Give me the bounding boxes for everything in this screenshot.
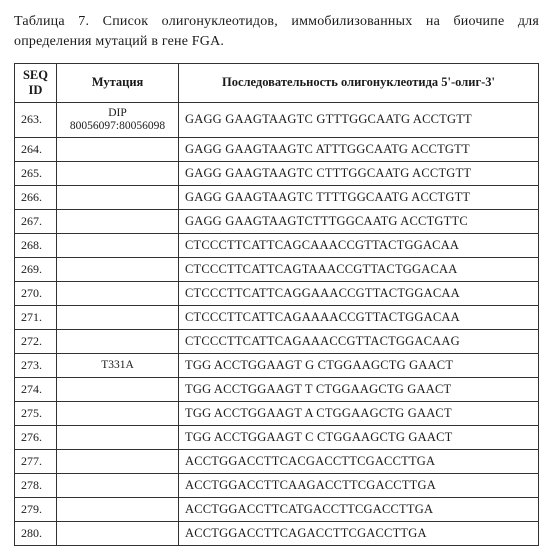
table-row: 280. ACCTGGACCTTCAGACCTTCGACCTTGA [15, 522, 539, 546]
cell-seq-id: 271. [15, 306, 57, 330]
table-caption: Таблица 7. Список олигонуклеотидов, иммо… [14, 12, 539, 53]
table-row: 267. GAGG GAAGTAAGTCTTTGGCAATG ACCTGTTC [15, 210, 539, 234]
caption-prefix: Таблица 7. [14, 14, 103, 29]
cell-oligo-sequence: ACCTGGACCTTCACGACCTTCGACCTTGA [179, 450, 539, 474]
cell-oligo-sequence: CTCCCTTCATTCAGTAAACCGTTACTGGACAA [179, 258, 539, 282]
table-row: 279. ACCTGGACCTTCATGACCTTCGACCTTGA [15, 498, 539, 522]
cell-oligo-sequence: GAGG GAAGTAAGTC GTTTGGCAATG ACCTGTT [179, 102, 539, 137]
table-row: 268. CTCCCTTCATTCAGCAAACCGTTACTGGACAA [15, 234, 539, 258]
table-row: 271. CTCCCTTCATTCAGAAAACCGTTACTGGACAA [15, 306, 539, 330]
table-row: 274. TGG ACCTGGAAGT T CTGGAAGCTG GAACT [15, 378, 539, 402]
cell-oligo-sequence: ACCTGGACCTTCAAGACCTTCGACCTTGA [179, 474, 539, 498]
cell-mutation [57, 186, 179, 210]
cell-oligo-sequence: TGG ACCTGGAAGT G CTGGAAGCTG GAACT [179, 354, 539, 378]
col-seq-id: SEQ ID [15, 63, 57, 102]
cell-mutation: DIP 80056097:80056098 [57, 102, 179, 137]
cell-seq-id: 269. [15, 258, 57, 282]
cell-seq-id: 274. [15, 378, 57, 402]
cell-oligo-sequence: TGG ACCTGGAAGT T CTGGAAGCTG GAACT [179, 378, 539, 402]
cell-mutation [57, 210, 179, 234]
cell-oligo-sequence: CTCCCTTCATTCAGCAAACCGTTACTGGACAA [179, 234, 539, 258]
cell-seq-id: 267. [15, 210, 57, 234]
table-row: 275. TGG ACCTGGAAGT A CTGGAAGCTG GAACT [15, 402, 539, 426]
cell-seq-id: 279. [15, 498, 57, 522]
table-row: 276. TGG ACCTGGAAGT C CTGGAAGCTG GAACT [15, 426, 539, 450]
table-row: 264. GAGG GAAGTAAGTC ATTTGGCAATG ACCTGTT [15, 138, 539, 162]
col-mutation: Мутация [57, 63, 179, 102]
cell-mutation [57, 450, 179, 474]
cell-mutation [57, 378, 179, 402]
table-row: 266. GAGG GAAGTAAGTC TTTTGGCAATG ACCTGTT [15, 186, 539, 210]
cell-seq-id: 268. [15, 234, 57, 258]
cell-mutation [57, 234, 179, 258]
cell-mutation [57, 426, 179, 450]
cell-seq-id: 272. [15, 330, 57, 354]
table-row: 269. CTCCCTTCATTCAGTAAACCGTTACTGGACAA [15, 258, 539, 282]
cell-oligo-sequence: GAGG GAAGTAAGTC TTTTGGCAATG ACCTGTT [179, 186, 539, 210]
cell-seq-id: 265. [15, 162, 57, 186]
cell-seq-id: 276. [15, 426, 57, 450]
cell-mutation [57, 402, 179, 426]
cell-oligo-sequence: CTCCCTTCATTCAGAAACCGTTACTGGACAAG [179, 330, 539, 354]
cell-mutation [57, 282, 179, 306]
cell-oligo-sequence: ACCTGGACCTTCATGACCTTCGACCTTGA [179, 498, 539, 522]
oligo-table: SEQ ID Мутация Последовательность олигон… [14, 63, 539, 546]
cell-mutation [57, 330, 179, 354]
table-header-row: SEQ ID Мутация Последовательность олигон… [15, 63, 539, 102]
cell-oligo-sequence: GAGG GAAGTAAGTCTTTGGCAATG ACCTGTTC [179, 210, 539, 234]
table-row: 272. CTCCCTTCATTCAGAAACCGTTACTGGACAAG [15, 330, 539, 354]
cell-seq-id: 273. [15, 354, 57, 378]
cell-mutation [57, 258, 179, 282]
cell-seq-id: 266. [15, 186, 57, 210]
cell-seq-id: 275. [15, 402, 57, 426]
col-oligo: Последовательность олигонуклеотида 5'-ол… [179, 63, 539, 102]
table-row: 263.DIP 80056097:80056098GAGG GAAGTAAGTC… [15, 102, 539, 137]
cell-oligo-sequence: TGG ACCTGGAAGT A CTGGAAGCTG GAACT [179, 402, 539, 426]
cell-seq-id: 264. [15, 138, 57, 162]
cell-oligo-sequence: ACCTGGACCTTCAGACCTTCGACCTTGA [179, 522, 539, 546]
table-row: 265. GAGG GAAGTAAGTC CTTTGGCAATG ACCTGTT [15, 162, 539, 186]
cell-mutation [57, 138, 179, 162]
cell-oligo-sequence: GAGG GAAGTAAGTC ATTTGGCAATG ACCTGTT [179, 138, 539, 162]
cell-seq-id: 278. [15, 474, 57, 498]
cell-mutation [57, 306, 179, 330]
cell-mutation [57, 162, 179, 186]
cell-seq-id: 280. [15, 522, 57, 546]
cell-seq-id: 263. [15, 102, 57, 137]
cell-seq-id: 277. [15, 450, 57, 474]
table-row: 270. CTCCCTTCATTCAGGAAACCGTTACTGGACAA [15, 282, 539, 306]
cell-mutation [57, 522, 179, 546]
cell-mutation [57, 498, 179, 522]
cell-oligo-sequence: CTCCCTTCATTCAGGAAACCGTTACTGGACAA [179, 282, 539, 306]
cell-mutation [57, 474, 179, 498]
cell-oligo-sequence: TGG ACCTGGAAGT C CTGGAAGCTG GAACT [179, 426, 539, 450]
table-body: 263.DIP 80056097:80056098GAGG GAAGTAAGTC… [15, 102, 539, 545]
cell-oligo-sequence: GAGG GAAGTAAGTC CTTTGGCAATG ACCTGTT [179, 162, 539, 186]
cell-oligo-sequence: CTCCCTTCATTCAGAAAACCGTTACTGGACAA [179, 306, 539, 330]
table-row: 273.T331ATGG ACCTGGAAGT G CTGGAAGCTG GAA… [15, 354, 539, 378]
cell-mutation: T331A [57, 354, 179, 378]
table-row: 277. ACCTGGACCTTCACGACCTTCGACCTTGA [15, 450, 539, 474]
table-row: 278. ACCTGGACCTTCAAGACCTTCGACCTTGA [15, 474, 539, 498]
cell-seq-id: 270. [15, 282, 57, 306]
